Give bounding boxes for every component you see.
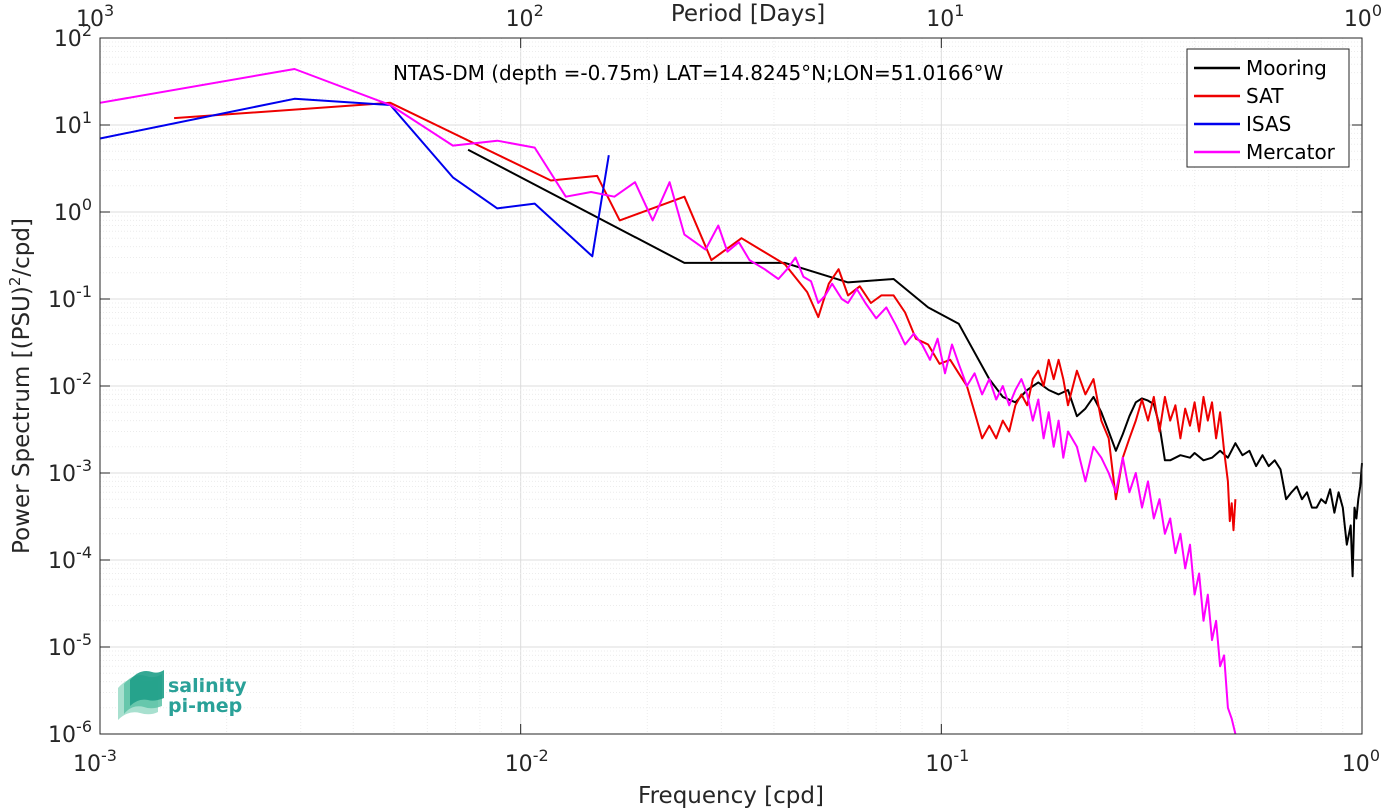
y-tick-label: 10-5 <box>48 630 92 661</box>
series-line-isas <box>99 97 610 258</box>
top-tick-label-exponent: 3 <box>104 1 114 20</box>
y-tick-label-exponent: -4 <box>76 543 92 562</box>
logo-text-salinity: salinity <box>168 675 247 697</box>
x-tick-label-base: 10 <box>925 752 953 777</box>
top-tick-label-exponent: 2 <box>534 1 544 20</box>
top-tick-label: 102 <box>506 1 544 32</box>
x-tick-label: 100 <box>1342 746 1380 777</box>
top-tick-label: 101 <box>926 1 964 32</box>
y-tick-label-exponent: -2 <box>76 369 92 388</box>
legend-label-mercator: Mercator <box>1246 140 1336 164</box>
x-tick-label-base: 10 <box>1342 752 1370 777</box>
y-tick-label: 101 <box>54 108 92 139</box>
series-lines <box>99 68 1363 735</box>
y-tick-label-exponent: 0 <box>82 195 92 214</box>
legend-label-mooring: Mooring <box>1246 56 1327 80</box>
y-tick-label-base: 10 <box>54 201 82 226</box>
y-axis-title-exponent: 2 <box>6 277 24 287</box>
x-tick-label-exponent: -1 <box>953 746 969 765</box>
x-tick-label: 10-2 <box>505 746 549 777</box>
y-tick-label: 10-6 <box>48 717 92 748</box>
y-axis-title: Power Spectrum [(PSU)2/cpd] <box>6 218 35 554</box>
y-tick-label-base: 10 <box>48 288 76 313</box>
top-tick-label-base: 10 <box>1344 7 1372 32</box>
salinity-pi-mep-logo: salinity pi-mep <box>118 670 247 720</box>
x-tick-label-exponent: -2 <box>533 746 549 765</box>
grid <box>100 38 1362 734</box>
x-tick-label-base: 10 <box>73 752 101 777</box>
logo-wave-icon-top <box>130 670 164 706</box>
plot-title: NTAS-DM (depth =-0.75m) LAT=14.8245°N;LO… <box>393 61 1003 85</box>
y-tick-label-base: 10 <box>48 636 76 661</box>
x-tick-label: 10-3 <box>73 746 117 777</box>
y-tick-label: 10-3 <box>48 456 92 487</box>
y-tick-label: 100 <box>54 195 92 226</box>
y-tick-label-base: 10 <box>48 462 76 487</box>
y-axis-title-tail: /cpd] <box>9 218 35 277</box>
top-tick-label-base: 10 <box>506 7 534 32</box>
top-tick-label-base: 10 <box>926 7 954 32</box>
series-line-mercator <box>99 68 1237 735</box>
y-tick-label: 10-1 <box>48 282 92 313</box>
top-tick-label-exponent: 0 <box>1372 1 1382 20</box>
x-axis-title: Frequency [cpd] <box>638 783 824 809</box>
x-tick-label: 10-1 <box>925 746 969 777</box>
y-tick-label: 10-2 <box>48 369 92 400</box>
y-tick-label-exponent: 2 <box>82 21 92 40</box>
y-tick-label: 10-4 <box>48 543 92 574</box>
logo-text-pi-mep: pi-mep <box>168 695 242 717</box>
top-tick-label-exponent: 1 <box>954 1 964 20</box>
y-tick-label: 102 <box>54 21 92 52</box>
x-tick-label-exponent: -3 <box>101 746 117 765</box>
top-tick-label: 100 <box>1344 1 1382 32</box>
y-tick-label-exponent: -6 <box>76 717 92 736</box>
y-tick-label-base: 10 <box>54 114 82 139</box>
y-tick-label-exponent: -3 <box>76 456 92 475</box>
y-tick-label-exponent: -5 <box>76 630 92 649</box>
series-line-sat <box>174 101 1237 532</box>
top-tick-label: 103 <box>76 1 114 32</box>
y-tick-label-base: 10 <box>48 723 76 748</box>
y-tick-label-exponent: -1 <box>76 282 92 301</box>
y-tick-label-base: 10 <box>48 375 76 400</box>
series-line-mooring <box>467 148 1363 578</box>
x-tick-label-base: 10 <box>505 752 533 777</box>
top-axis-title: Period [Days] <box>671 1 825 27</box>
y-axis-title-main: Power Spectrum [(PSU) <box>9 286 35 554</box>
legend-label-isas: ISAS <box>1246 112 1291 136</box>
y-tick-label-base: 10 <box>48 549 76 574</box>
legend: Mooring SAT ISAS Mercator <box>1186 48 1350 168</box>
legend-label-sat: SAT <box>1246 84 1284 108</box>
y-tick-label-base: 10 <box>54 27 82 52</box>
x-tick-label-exponent: 0 <box>1370 746 1380 765</box>
axis-ticks <box>99 37 1363 735</box>
y-tick-label-exponent: 1 <box>82 108 92 127</box>
top-tick-label-base: 10 <box>76 7 104 32</box>
